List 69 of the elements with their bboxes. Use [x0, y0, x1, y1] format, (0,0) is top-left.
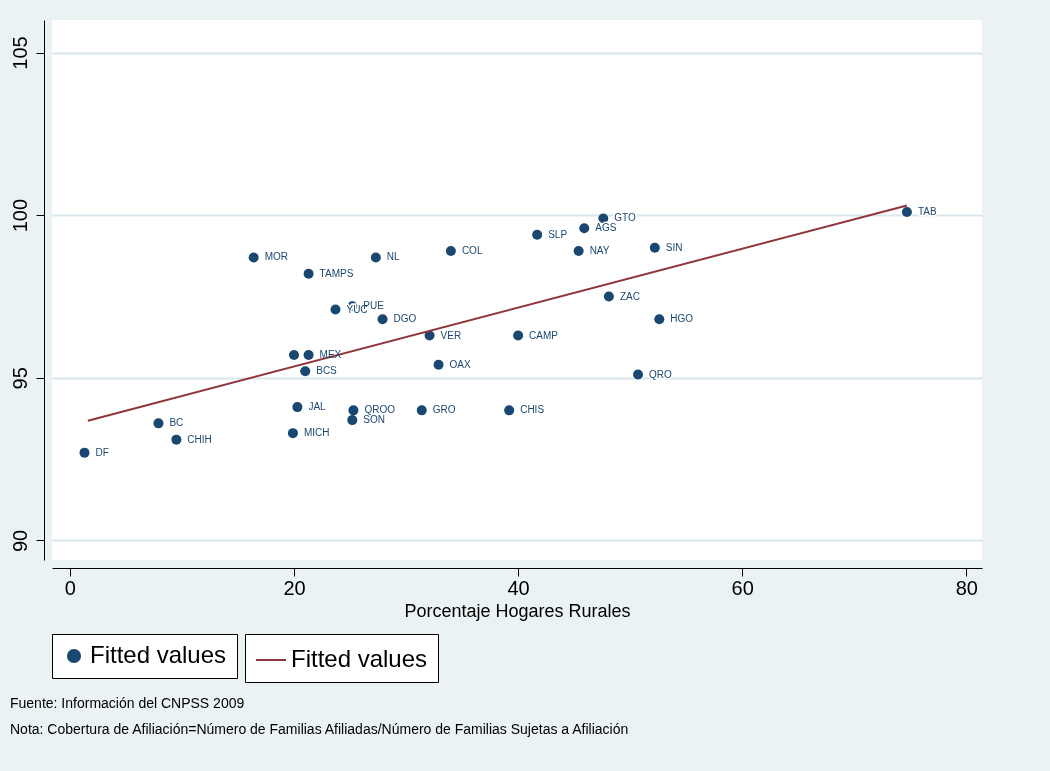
annotation: GTO — [614, 212, 636, 224]
annotation: QROO — [364, 404, 396, 416]
point — [370, 252, 381, 263]
point — [901, 206, 912, 217]
annotation: JAL — [308, 401, 327, 413]
annotation: TAMPS — [319, 267, 354, 279]
annotation: SLP — [548, 228, 568, 240]
x-axis-title: Porcentaje Hogares Rurales — [404, 600, 631, 621]
point — [433, 359, 444, 370]
annotation: DF — [95, 446, 109, 458]
point — [303, 268, 314, 279]
annotation: NL — [386, 251, 401, 263]
text: Nota: Cobertura de Afiliación=Número de Familias Afiliadas/Número de Familias Sujetas a Afiliación — [10, 720, 629, 737]
point — [654, 314, 665, 325]
point — [330, 304, 341, 315]
point — [300, 366, 311, 377]
point — [445, 245, 456, 256]
annotation: TAB — [917, 205, 937, 217]
point — [504, 405, 515, 416]
annotation: BCS — [316, 365, 338, 377]
x-tick-label: 80 — [955, 576, 978, 599]
y-tick-label: 90 — [8, 529, 31, 553]
point — [377, 314, 388, 325]
annotation: QRO — [649, 368, 673, 380]
point — [347, 415, 358, 426]
source-note: Fuente: Información del CNPSS 2009 — [10, 694, 245, 711]
point — [603, 291, 614, 302]
point — [289, 350, 300, 361]
annotation: HGO — [670, 313, 694, 325]
annotation: GRO — [432, 404, 456, 416]
x-tick-label: 20 — [283, 576, 306, 599]
annotation: MICH — [303, 427, 330, 439]
annotation: CHIS — [520, 404, 545, 416]
annotation: COL — [461, 244, 483, 256]
x-tick-label: 40 — [507, 576, 530, 599]
annotation: BC — [169, 417, 184, 429]
annotation: AGS — [595, 222, 617, 234]
point — [633, 369, 644, 380]
annotation: CAMP — [529, 329, 559, 341]
y-tick-label: 100 — [8, 198, 31, 233]
annotation: CHIH — [187, 433, 212, 445]
point — [248, 252, 259, 263]
point — [292, 402, 303, 413]
x-tick-label: 0 — [64, 576, 76, 599]
point — [287, 428, 298, 439]
x-tick-label: 60 — [731, 576, 754, 599]
annotation: MOR — [264, 251, 289, 263]
point — [532, 229, 543, 240]
annotation: SON — [363, 414, 385, 426]
annotation: ZAC — [619, 290, 640, 302]
point — [79, 447, 90, 458]
annotation: SIN — [665, 241, 683, 253]
point — [303, 350, 314, 361]
point — [348, 405, 359, 416]
point — [153, 418, 164, 429]
point — [171, 434, 182, 445]
annotation: VER — [440, 329, 462, 341]
point — [416, 405, 427, 416]
y-tick-label: 95 — [8, 367, 31, 390]
legend-label: Fitted values — [90, 641, 227, 668]
point — [649, 242, 660, 253]
point — [579, 223, 590, 234]
annotation: NAY — [589, 244, 610, 256]
point — [513, 330, 524, 341]
point — [573, 245, 584, 256]
annotation: OAX — [449, 358, 472, 370]
legend-label: Fitted values — [291, 645, 428, 672]
y-tick-label: 105 — [8, 36, 31, 70]
annotation: DGO — [393, 313, 417, 325]
